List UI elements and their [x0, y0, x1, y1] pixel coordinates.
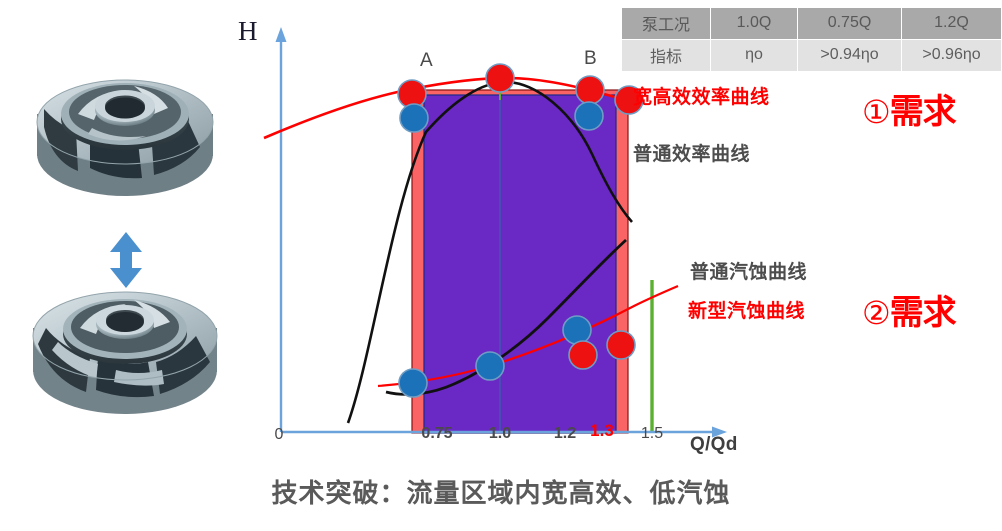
impeller-bottom-image — [32, 291, 218, 414]
x-tick-13: 1.3 — [590, 421, 614, 440]
marker-blue — [574, 101, 604, 131]
marker-red — [568, 340, 598, 370]
marker-blue — [398, 368, 428, 398]
x-tick-075: 0.75 — [421, 425, 453, 442]
y-axis-label: H — [238, 16, 258, 46]
x-tick-12: 1.2 — [553, 425, 577, 442]
data-markers — [397, 63, 644, 398]
x-tick-10: 1.0 — [488, 425, 512, 442]
x-tick-0: 0 — [274, 426, 284, 443]
table-cell: >0.94ηo — [797, 39, 902, 72]
table-cell: >0.96ηo — [901, 39, 1002, 72]
slide-caption: 技术突破：流量区域内宽高效、低汽蚀 — [271, 478, 731, 508]
table-cell: 指标 — [621, 39, 711, 72]
marker-red — [606, 330, 636, 360]
table-cell: 1.0Q — [710, 7, 798, 40]
marker-red — [614, 85, 644, 115]
marker-blue — [475, 351, 505, 381]
impeller-illustration-group — [18, 22, 233, 462]
table-cell: 0.75Q — [797, 7, 902, 40]
table-cell: ηo — [710, 39, 798, 72]
x-tick-15: 1.5 — [640, 425, 664, 442]
performance-chart — [263, 27, 727, 438]
marker-red — [575, 75, 605, 105]
table-cell: 1.2Q — [901, 7, 1002, 40]
legend-wide-efficiency: 宽高效效率曲线 — [633, 87, 770, 108]
table-cell: 泵工况 — [621, 7, 711, 40]
x-axis-label: Q/Qd — [690, 434, 738, 455]
curve-normal-cavitation — [385, 238, 627, 396]
impeller-top-image — [36, 79, 214, 196]
table-row: 指标 ηo >0.94ηo >0.96ηo — [621, 39, 1002, 72]
table-row: 泵工况 1.0Q 0.75Q 1.2Q — [621, 7, 1002, 40]
legend-new-cavitation: 新型汽蚀曲线 — [688, 301, 806, 322]
marker-blue — [562, 315, 592, 345]
legend-normal-efficiency: 普通效率曲线 — [633, 144, 751, 165]
point-label-a: A — [420, 50, 433, 71]
pump-condition-table: 泵工况 1.0Q 0.75Q 1.2Q 指标 ηo >0.94ηo >0.96η… — [621, 7, 1002, 72]
exchange-arrow-icon — [110, 232, 142, 288]
curve-new-cavitation — [377, 284, 679, 388]
region-purple — [424, 95, 616, 433]
requirement-1-label: 需求 — [889, 93, 957, 131]
marker-blue — [399, 103, 429, 133]
requirement-2-label: 需求 — [889, 294, 957, 332]
circled-number-1: ① — [862, 94, 891, 130]
requirement-1: ①需求 — [862, 93, 957, 131]
legend-normal-cavitation: 普通汽蚀曲线 — [690, 262, 808, 283]
circled-number-2: ② — [862, 295, 891, 331]
point-label-b: B — [584, 48, 597, 69]
marker-red — [485, 63, 515, 93]
requirement-2: ②需求 — [862, 294, 957, 332]
